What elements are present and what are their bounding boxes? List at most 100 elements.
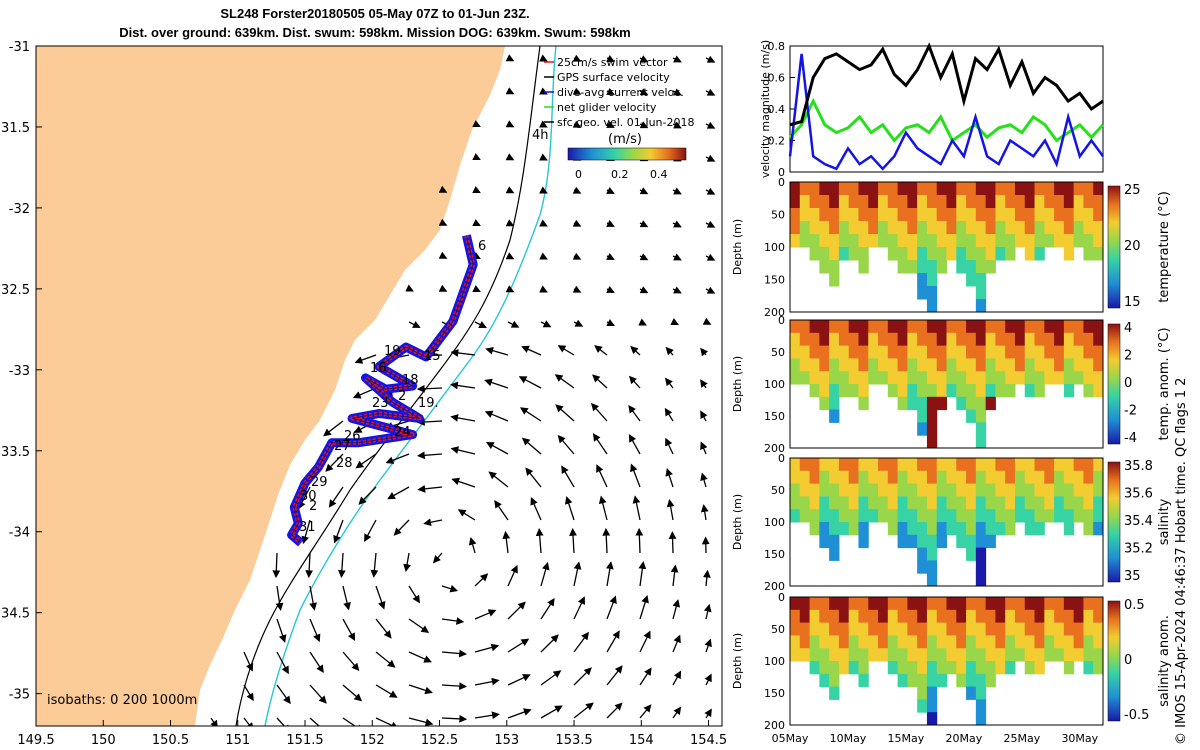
heatmap-cell [917, 534, 928, 549]
map-xtick-label: 150.5 [152, 733, 189, 748]
heatmap-cell [1005, 208, 1016, 222]
heatmap-ytick-label: 0 [778, 176, 785, 189]
heatmap-cell [819, 635, 830, 649]
heatmap-cell [1093, 234, 1104, 248]
heatmap-cell [819, 332, 830, 347]
velocity-vector [474, 711, 500, 720]
heatmap-cell [1044, 597, 1055, 611]
colorbar-label: temp. anom. (°C) [1157, 327, 1172, 440]
heatmap-cell [1093, 522, 1104, 536]
time-xtick-label: 15May [888, 732, 925, 745]
heatmap-cell [956, 260, 967, 274]
heatmap-cell [975, 622, 987, 636]
map-ytick-label: 34.5 [1, 607, 30, 622]
heatmap-cell [878, 332, 889, 347]
heatmap-cell [809, 458, 820, 472]
heatmap-cell [838, 371, 850, 385]
heatmap-cell [995, 648, 1006, 662]
velocity-vector [441, 682, 468, 690]
velocity-vector [598, 495, 608, 521]
velocity-vector [276, 717, 291, 726]
map-xtick-label: 151.5 [286, 733, 323, 748]
heatmap-cell [966, 622, 977, 636]
map-xtick-label: 150 [91, 733, 116, 748]
heatmap-cell [926, 286, 938, 300]
velocity-vector [592, 433, 608, 455]
heatmap-cell [1083, 234, 1094, 248]
heatmap-cell [887, 609, 899, 624]
velocity-vector [441, 617, 465, 625]
heatmap-cell [878, 195, 889, 209]
heatmap-cell [926, 320, 938, 334]
heatmap-cell [838, 320, 850, 334]
heatmap-cell [966, 371, 977, 385]
heatmap-cell [1093, 371, 1104, 385]
velocity-vector [705, 220, 716, 228]
heatmap-cell [936, 534, 947, 549]
heatmap-cell [926, 470, 938, 485]
heatmap-cell [1005, 648, 1016, 662]
velocity-vector [505, 153, 515, 161]
velocity-vector [702, 569, 711, 587]
heatmap-cell [1024, 358, 1036, 372]
colorbar-tick-label: 15 [1124, 295, 1141, 310]
velocity-vector [539, 219, 548, 227]
heatmap-cell [819, 673, 830, 688]
track-centerline [290, 235, 474, 544]
velocity-vector [573, 702, 594, 719]
heatmap-cell [917, 358, 928, 372]
colorbar-tick-label: 35.2 [1124, 542, 1153, 557]
velocity-vector [666, 499, 675, 521]
heatmap-cell [790, 234, 801, 248]
heatmap-cell [1083, 509, 1094, 523]
heatmap-cell [1063, 609, 1075, 624]
heatmap-cell [975, 320, 987, 334]
heatmap-cell [809, 332, 820, 347]
heatmap-cell [917, 384, 928, 398]
heatmap-cell [1034, 609, 1045, 624]
heatmap-cell [1014, 496, 1026, 510]
heatmap-cell [907, 648, 918, 662]
heatmap-cell [907, 609, 918, 624]
heatmap-cell [1005, 635, 1016, 649]
heatmap-cell [1034, 635, 1045, 649]
heatmap-cell [975, 332, 987, 347]
velocity-vector [606, 665, 623, 686]
heatmap-cell [878, 208, 889, 222]
velocity-vector [485, 346, 509, 356]
heatmap-cell [1044, 496, 1055, 510]
heatmap-cell [966, 483, 977, 497]
heatmap-cell [966, 534, 977, 549]
heatmap-cell [1073, 597, 1084, 611]
heatmap-cell [1044, 458, 1055, 472]
heatmap-cell [809, 195, 820, 209]
velocity-vector [590, 402, 608, 422]
heatmap-cell [878, 635, 889, 649]
heatmap-cell [897, 260, 908, 274]
heatmap-cell [1093, 622, 1104, 636]
heatmap-cell [1054, 597, 1065, 611]
heatmap-cell [1063, 320, 1075, 334]
heatmap-cell [1063, 661, 1075, 675]
velocity-vector [438, 218, 448, 226]
legend-gps-velocity: GPS surface velocity [557, 71, 670, 84]
heatmap-cell [897, 597, 908, 611]
heatmap-cell [858, 320, 869, 334]
heatmap-cell [829, 686, 840, 700]
heatmap-cell [956, 496, 967, 510]
heatmap-cell [1034, 320, 1045, 334]
heatmap-cell [1063, 635, 1075, 649]
heatmap-cell [878, 371, 889, 385]
heatmap-cell [1044, 509, 1055, 523]
heatmap-cell [946, 221, 957, 235]
heatmap-cell [936, 384, 947, 398]
heatmap-cell [995, 384, 1006, 398]
heatmap-cell [975, 547, 987, 561]
velocity-vector [672, 286, 682, 294]
heatmap-cell [966, 609, 977, 624]
velocity-vector [672, 88, 682, 96]
heatmap-cell [917, 635, 928, 649]
heatmap-cell [936, 522, 947, 536]
heatmap-cell [848, 635, 859, 649]
